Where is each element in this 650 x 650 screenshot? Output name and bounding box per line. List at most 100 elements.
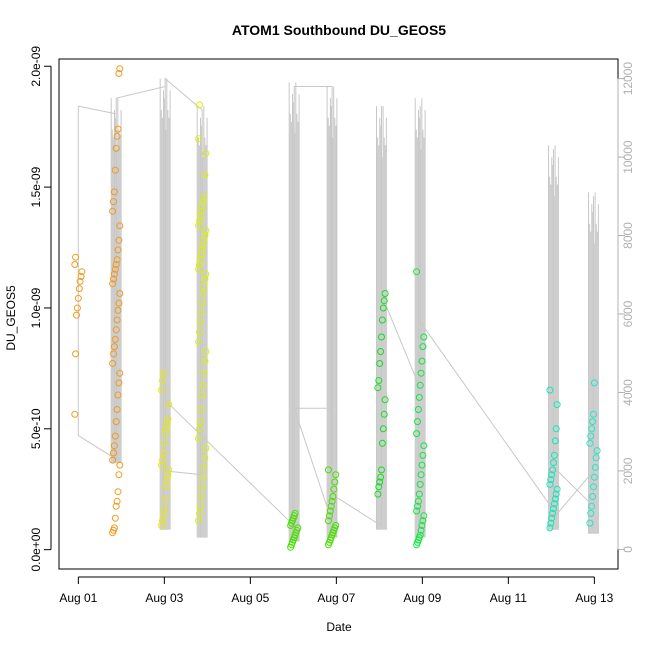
x-tick-label: Aug 13 [575,591,613,605]
data-point [415,393,423,401]
altitude-spike [159,78,171,530]
data-point [592,454,600,462]
data-point [109,456,117,464]
data-point [550,459,557,467]
data-point [116,65,124,73]
data-point [590,410,597,418]
data-point [76,277,84,285]
data-point [419,343,427,351]
data-point [200,369,208,377]
data-point [110,524,118,532]
data-point [201,275,209,283]
data-point [72,253,80,261]
data-point [197,493,205,500]
data-point [110,188,118,196]
data-point [115,471,123,479]
data-point [196,256,204,264]
data-point [200,193,208,201]
data-point [332,522,340,529]
chart-title: ATOM1 Southbound DU_GEOS5 [232,22,446,38]
data-point [197,309,205,317]
data-point [196,418,204,426]
data-point [114,246,122,254]
data-point [588,425,596,433]
data-point [548,471,556,479]
data-point [332,471,340,479]
data-point [202,149,210,157]
data-point [328,497,336,505]
data-point [417,471,425,479]
data-point [552,425,560,433]
data-point [418,357,426,365]
data-point [199,290,207,297]
data-point [417,526,425,534]
y-axis-label: DU_GEOS5 [4,285,18,351]
data-point [159,369,167,377]
data-point [199,198,207,206]
x-tick-label: Aug 01 [59,591,97,605]
data-point [116,222,124,230]
data-point [414,418,421,426]
data-point [201,357,209,365]
data-point [110,270,118,278]
data-point [550,451,558,459]
data-point [113,406,121,413]
data-point [586,439,594,447]
data-point [162,483,170,491]
data-point [325,512,333,520]
data-point [196,319,204,326]
data-point [158,522,166,529]
data-point [160,505,168,513]
data-point [197,207,205,215]
data-point [112,326,120,334]
data-point [202,444,210,452]
data-point [162,425,170,433]
data-point [376,478,384,486]
data-point [199,241,207,249]
data-point [161,495,169,503]
data-point [590,379,598,387]
points-layer [71,65,601,551]
data-point [112,502,120,510]
data-point [374,384,382,392]
data-point [419,451,427,459]
data-point [159,512,167,520]
data-point [196,101,203,109]
plot-box [58,58,619,570]
data-point [551,437,559,445]
data-point [202,270,210,278]
data-point [109,207,117,215]
data-point [331,478,339,486]
data-point [593,447,601,455]
data-point [381,290,389,297]
data-point [110,343,118,351]
x-tick-label: Aug 09 [403,591,441,605]
data-point [114,391,122,399]
altitude-layer [77,77,599,542]
data-point [73,304,81,312]
data-point [109,280,117,288]
data-point [418,461,426,469]
data-point [115,299,123,307]
data-point [202,227,210,235]
data-point [587,509,595,517]
data-point [380,410,388,418]
altitude-spike [326,86,338,538]
x-tick-label: Aug 05 [231,591,269,605]
data-point [165,401,173,409]
data-point [197,251,205,259]
data-point [196,261,203,268]
data-point [374,490,382,498]
data-point [111,335,119,343]
data-point [420,512,428,520]
data-point [413,430,421,438]
x-tick-label: Aug 03 [145,591,183,605]
data-point [201,171,209,179]
data-point [420,442,428,450]
data-point [547,476,555,484]
data-point [591,464,599,471]
y-tick-label: 0.0e+00 [29,528,43,572]
data-point [549,509,557,517]
data-point [159,449,167,457]
